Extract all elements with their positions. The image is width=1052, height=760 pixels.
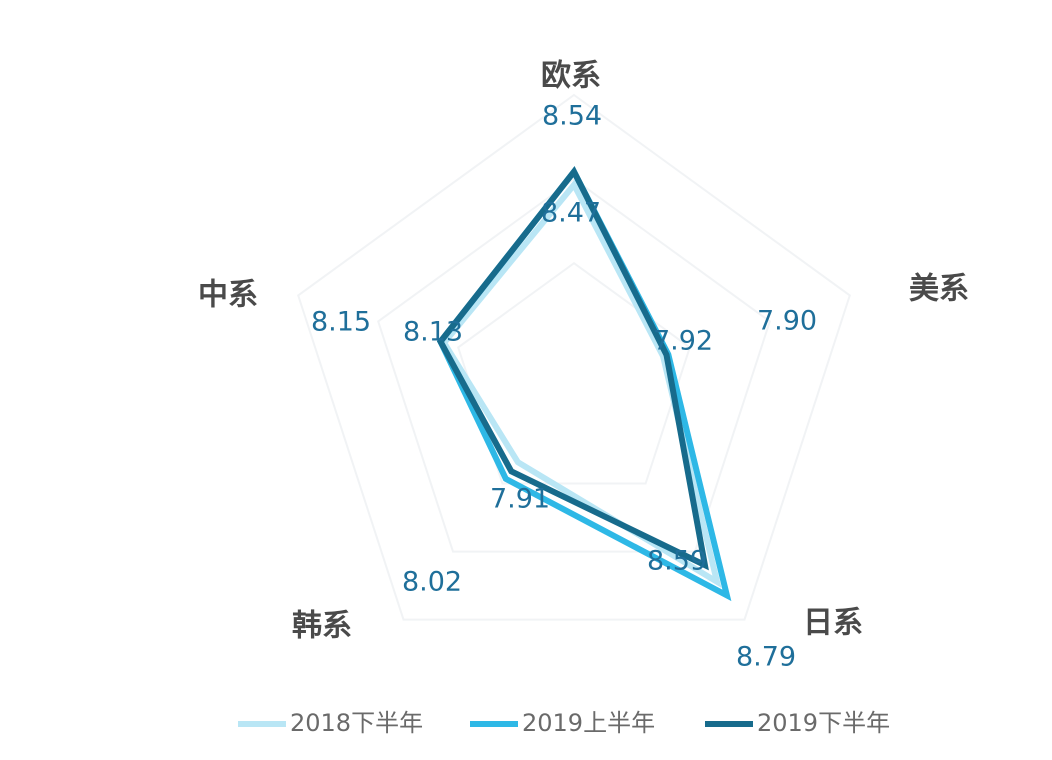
- data-label-1: 8.54: [542, 101, 602, 132]
- axis-label-3: 日系: [803, 606, 863, 641]
- data-labels: 8.54 8.47 7.90 7.92 8.79 8.59 8.02 7.91 8.15 8.13: [311, 101, 817, 673]
- axis-label-5: 中系: [198, 278, 258, 313]
- legend-label-1: 2018下半年: [290, 709, 423, 737]
- grid-ring-3: [297, 93, 851, 621]
- data-label-10: 8.13: [403, 317, 463, 348]
- data-label-3: 7.90: [757, 306, 817, 337]
- legend: 2018下半年 2019上半年 2019下半年: [238, 709, 890, 737]
- series-polygon-3: [436, 166, 709, 571]
- data-label-6: 8.59: [647, 546, 707, 577]
- data-label-9: 8.15: [311, 307, 371, 338]
- grid-ring-2: [377, 177, 771, 553]
- legend-label-2: 2019上半年: [522, 709, 655, 737]
- data-label-4: 7.92: [653, 326, 713, 357]
- data-label-7: 8.02: [402, 567, 462, 598]
- data-label-8: 7.91: [490, 484, 550, 515]
- axis-label-4: 韩系: [292, 609, 352, 644]
- grid-ring-1: [457, 261, 691, 485]
- legend-label-3: 2019下半年: [757, 709, 890, 737]
- data-label-5: 8.79: [736, 642, 796, 673]
- radar-grid: [297, 93, 851, 621]
- series-polygon-2: [436, 166, 732, 602]
- radar-series: [436, 166, 732, 602]
- data-label-2: 8.47: [541, 198, 601, 229]
- axis-label-2: 美系: [909, 272, 969, 307]
- axis-label-1: 欧系: [541, 59, 601, 94]
